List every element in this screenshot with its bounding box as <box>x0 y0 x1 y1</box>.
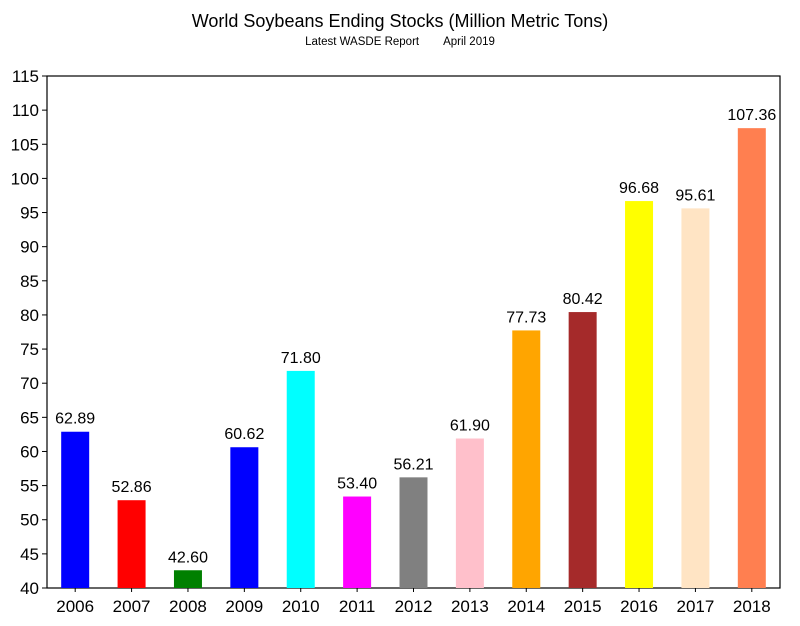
y-tick-label: 80 <box>20 306 39 325</box>
data-label-2017: 95.61 <box>675 187 715 204</box>
bar-2009 <box>230 447 259 588</box>
bar-2006 <box>61 431 90 588</box>
data-label-2013: 61.90 <box>450 417 490 434</box>
x-tick-label: 2014 <box>507 597 545 616</box>
data-label-2015: 80.42 <box>563 291 603 308</box>
data-label-2012: 56.21 <box>393 456 433 473</box>
bar-2017 <box>681 208 710 588</box>
x-tick-label: 2018 <box>733 597 771 616</box>
y-tick-label: 105 <box>11 135 39 154</box>
y-tick-label: 115 <box>12 67 39 86</box>
y-tick-label: 90 <box>20 238 39 257</box>
subtitle-report: Latest WASDE Report <box>305 36 420 48</box>
y-tick-label: 100 <box>11 169 39 188</box>
data-label-2016: 96.68 <box>619 180 659 197</box>
bar-2018 <box>737 128 766 588</box>
x-tick-label: 2009 <box>225 597 263 616</box>
subtitle-date: April 2019 <box>443 36 495 48</box>
x-tick-label: 2011 <box>339 597 376 616</box>
axes: 40 45 50 55 60 65 70 75 80 85 90 95 100 105 110 115 2006… <box>11 67 781 616</box>
x-tick-label: 2016 <box>620 597 658 616</box>
y-tick-label: 110 <box>12 101 39 120</box>
data-label-2006: 62.89 <box>55 411 95 428</box>
bar-2014 <box>512 330 541 588</box>
x-tick-label: 2015 <box>564 597 602 616</box>
x-tick-label: 2013 <box>451 597 489 616</box>
y-tick-label: 60 <box>20 442 39 461</box>
bar-2013 <box>455 438 484 588</box>
data-label-2018: 107.36 <box>727 107 776 124</box>
bar-2007 <box>117 500 146 588</box>
x-tick-label: 2010 <box>282 597 320 616</box>
bars <box>61 128 766 589</box>
y-tick-label: 40 <box>20 579 39 598</box>
bar-2012 <box>399 477 428 588</box>
data-label-2009: 60.62 <box>224 426 264 443</box>
x-tick-label: 2006 <box>56 597 94 616</box>
bar-2008 <box>173 570 202 588</box>
x-tick-label: 2007 <box>113 597 151 616</box>
chart-subtitle: Latest WASDE Report April 2019 <box>0 36 800 48</box>
x-tick-label: 2012 <box>395 597 433 616</box>
bar-2016 <box>625 201 654 589</box>
y-tick-label: 65 <box>20 408 39 427</box>
bar-2010 <box>286 370 315 588</box>
data-label-2008: 42.60 <box>168 549 208 566</box>
chart-title: World Soybeans Ending Stocks (Million Me… <box>191 11 609 31</box>
y-tick-label: 45 <box>20 545 39 564</box>
data-label-2010: 71.80 <box>281 350 321 367</box>
data-label-2011: 53.40 <box>337 476 377 493</box>
x-tick-label: 2008 <box>169 597 207 616</box>
data-label-2007: 52.86 <box>112 479 152 496</box>
y-tick-label: 50 <box>20 511 39 530</box>
data-labels: 62.89 52.86 42.60 60.62 71.80 53.40 56.21 61.90… <box>55 107 776 566</box>
bar-2011 <box>343 496 372 588</box>
bar-2015 <box>568 312 597 588</box>
y-tick-label: 55 <box>20 477 39 496</box>
y-tick-label: 75 <box>20 340 39 359</box>
y-tick-label: 95 <box>20 204 39 223</box>
y-tick-label: 70 <box>20 374 39 393</box>
data-label-2014: 77.73 <box>506 309 546 326</box>
y-tick-label: 85 <box>20 272 39 291</box>
x-tick-label: 2017 <box>677 597 715 616</box>
